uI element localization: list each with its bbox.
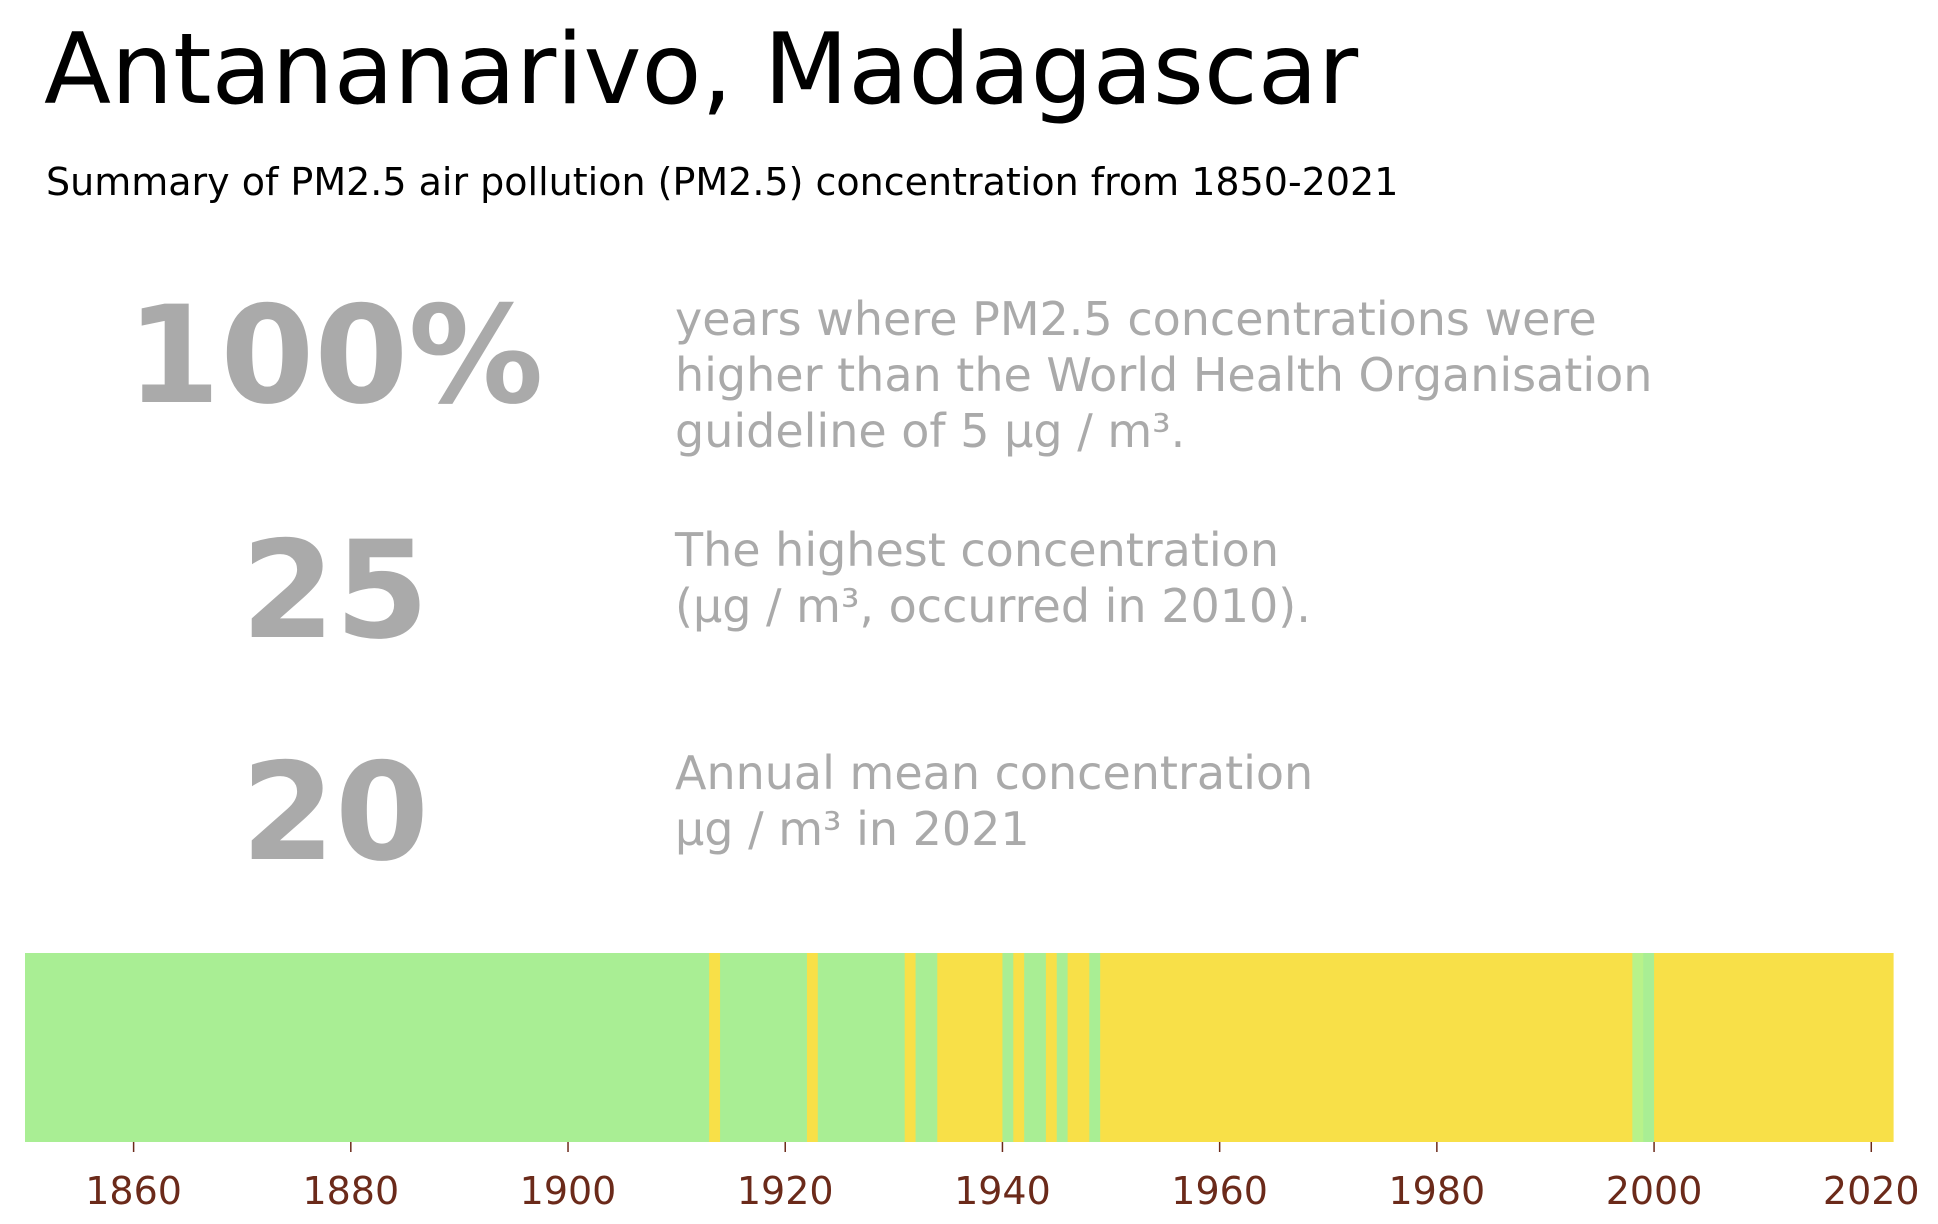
stripe-segment: [1002, 953, 1014, 1142]
x-axis-tick-label: 1900: [520, 1169, 617, 1213]
x-axis-tick-label: 2020: [1823, 1169, 1920, 1213]
stripe-segment: [25, 953, 710, 1142]
page-subtitle: Summary of PM2.5 air pollution (PM2.5) c…: [46, 160, 1399, 204]
stat-description-line: guideline of 5 µg / m³.: [675, 404, 1186, 458]
stripe-segment: [1013, 953, 1025, 1142]
stripe-segment: [937, 953, 1004, 1142]
stripe-segment: [1056, 953, 1069, 1142]
x-axis-tick-label: 1960: [1171, 1169, 1268, 1213]
stat-description-line: (µg / m³, occurred in 2010).: [675, 579, 1311, 633]
stripe-segment: [1643, 953, 1655, 1142]
stat-description-years-above-guideline: years where PM2.5 concentrations were hi…: [675, 291, 1652, 459]
stat-value-highest-concentration: 25: [241, 512, 429, 669]
x-axis-tick-label: 1880: [302, 1169, 399, 1213]
stripe-segment: [904, 953, 917, 1142]
stripe-segment: [1100, 953, 1633, 1142]
x-axis-tick-label: 1920: [737, 1169, 834, 1213]
stat-description-line: µg / m³ in 2021: [675, 802, 1030, 856]
stripe-segment: [1654, 953, 1894, 1142]
x-axis-tick-label: 1980: [1389, 1169, 1486, 1213]
stripe-segment: [1024, 953, 1047, 1142]
stripe-segment: [1067, 953, 1090, 1142]
x-axis-tick-label: 1940: [954, 1169, 1051, 1213]
stat-description-line: years where PM2.5 concentrations were: [675, 292, 1597, 346]
stat-description-highest-concentration: The highest concentration (µg / m³, occu…: [675, 522, 1311, 634]
stripe-segment: [709, 953, 721, 1142]
stat-description-annual-mean: Annual mean concentration µg / m³ in 202…: [675, 745, 1313, 857]
stripe-segment: [1089, 953, 1101, 1142]
stripe-segment: [915, 953, 938, 1142]
stat-value-years-above-guideline: 100%: [126, 277, 544, 434]
stripe-segment: [817, 953, 906, 1142]
page-title: Antananarivo, Madagascar: [44, 13, 1359, 127]
stat-description-line: higher than the World Health Organisatio…: [675, 348, 1653, 402]
stat-description-line: Annual mean concentration: [675, 746, 1314, 800]
stat-description-line: The highest concentration: [675, 523, 1279, 577]
stripe-segment: [720, 953, 808, 1142]
stat-value-annual-mean: 20: [241, 734, 429, 891]
stripe-segment: [806, 953, 819, 1142]
x-axis-tick-label: 1860: [85, 1169, 182, 1213]
stripe-segment: [1632, 953, 1644, 1142]
x-axis-ticks: 1860 1880 1900 1920 1940 1960 1980 2000 2020: [85, 1142, 1920, 1213]
stripe-segments: [25, 953, 1894, 1142]
x-axis-tick-label: 2000: [1606, 1169, 1703, 1213]
stripe-segment: [1045, 953, 1058, 1142]
